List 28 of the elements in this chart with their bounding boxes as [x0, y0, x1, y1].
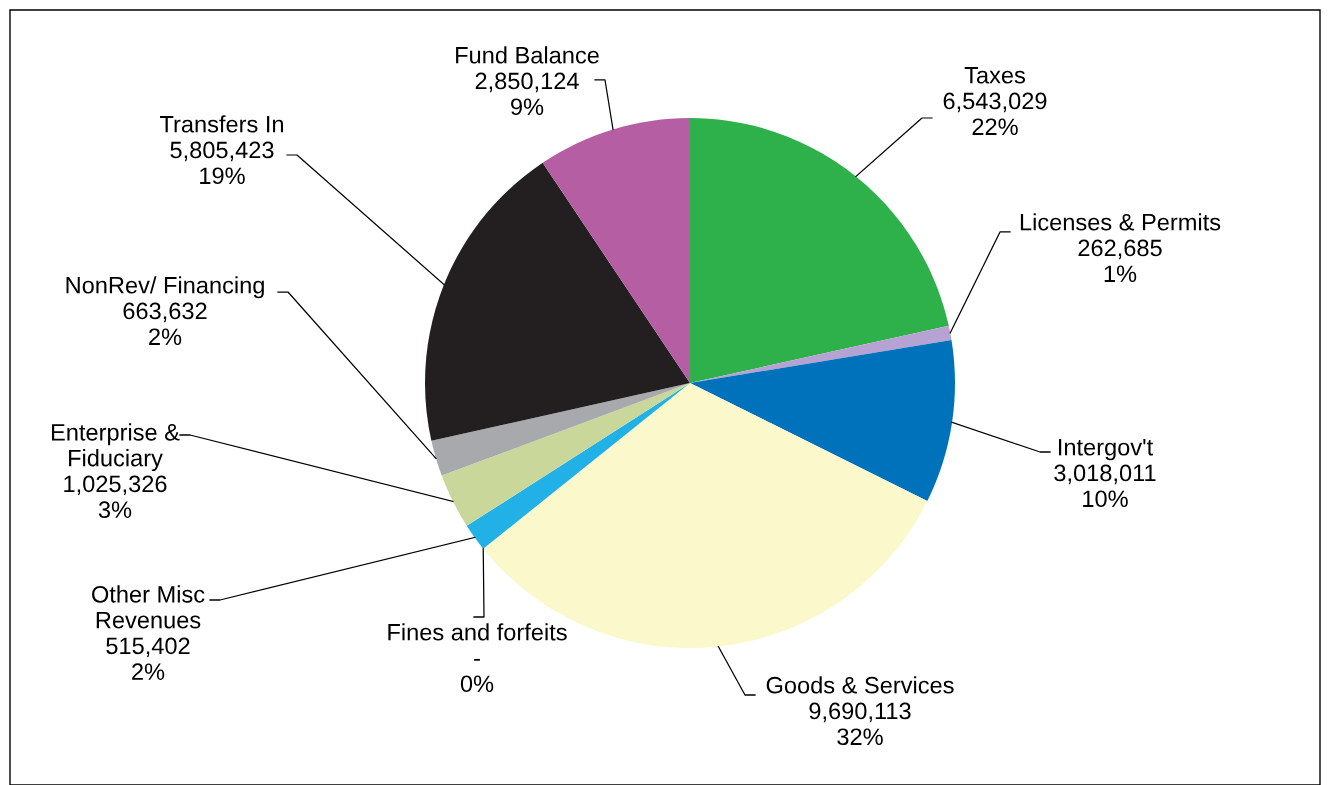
pie-slice — [441, 383, 690, 526]
data-label: 9,690,113 32% — [809, 702, 911, 746]
slice-label: Licenses & Permits — [1020, 213, 1221, 231]
slice-label: NonRev/ Financing — [66, 276, 264, 299]
slice-label: Taxes — [964, 67, 1025, 84]
data-label: 515,402 2% — [106, 637, 190, 680]
data-label: 3,018,011 10% — [1054, 464, 1156, 508]
data-label: 6,543,029 22% — [943, 92, 1047, 136]
slice-label: Fund Balance — [456, 46, 599, 64]
slice-label: Enterprise & Fiduciary — [51, 423, 180, 472]
slice-label: Intergov't — [1058, 439, 1154, 461]
data-label: 262,685 1% — [1078, 239, 1162, 283]
data-label: 1,025,326 3% — [64, 475, 167, 518]
slice-label: Goods & Services — [766, 676, 954, 694]
category-label: Fines and forfeits — [388, 623, 567, 641]
pie-slice — [690, 325, 952, 383]
pie-slice — [466, 383, 690, 549]
slice-label: Other Misc Revenues — [92, 585, 205, 629]
data-label: 2,850,124 9% — [475, 72, 579, 116]
pie-slice — [425, 162, 690, 441]
text: - 0% — [460, 658, 494, 693]
pie-slice — [690, 118, 949, 383]
data-label: 5,805,423 19% — [170, 141, 274, 185]
pie-slice — [431, 383, 690, 476]
pie-slice — [542, 118, 690, 383]
data-label: 663,632 2% — [123, 302, 207, 346]
slice-label: Transfers In — [160, 115, 284, 133]
pie-slice — [690, 340, 955, 501]
